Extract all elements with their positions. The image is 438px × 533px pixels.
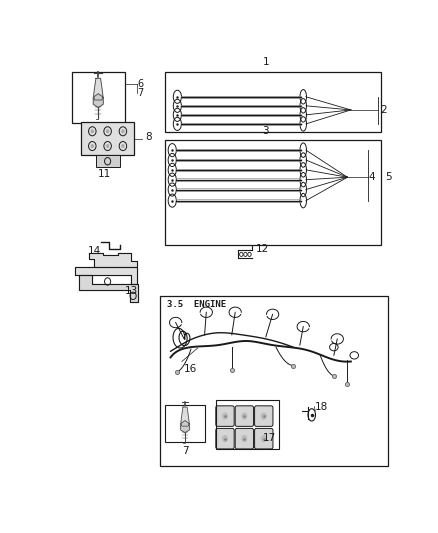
FancyBboxPatch shape	[254, 429, 272, 449]
Ellipse shape	[241, 413, 247, 420]
Ellipse shape	[121, 129, 124, 133]
Ellipse shape	[222, 413, 227, 420]
FancyBboxPatch shape	[235, 406, 253, 426]
Ellipse shape	[90, 144, 94, 148]
Bar	[160, 296, 387, 466]
Text: 8: 8	[145, 132, 151, 142]
Text: 11: 11	[97, 168, 110, 179]
Ellipse shape	[222, 435, 227, 442]
Text: 13: 13	[125, 286, 138, 296]
Text: 3: 3	[262, 126, 268, 136]
Ellipse shape	[241, 435, 247, 442]
Ellipse shape	[260, 413, 266, 420]
Text: 14: 14	[88, 246, 101, 256]
Text: 7: 7	[137, 88, 143, 98]
Polygon shape	[180, 421, 189, 433]
Bar	[72, 72, 124, 124]
Text: 3.5  ENGINE: 3.5 ENGINE	[167, 300, 226, 309]
Text: 16: 16	[183, 364, 196, 374]
Bar	[216, 400, 279, 449]
Bar	[165, 406, 204, 442]
Ellipse shape	[121, 144, 124, 148]
Ellipse shape	[106, 129, 109, 133]
Text: 2: 2	[379, 105, 385, 115]
Polygon shape	[93, 78, 102, 100]
Polygon shape	[78, 276, 138, 302]
Bar	[95, 155, 119, 167]
Text: 4: 4	[368, 172, 374, 182]
Bar	[165, 72, 381, 132]
Bar	[165, 140, 381, 245]
Ellipse shape	[260, 435, 266, 442]
FancyBboxPatch shape	[215, 429, 233, 449]
Polygon shape	[93, 94, 103, 108]
FancyBboxPatch shape	[215, 406, 233, 426]
Text: 17: 17	[262, 433, 275, 443]
Text: 7: 7	[181, 446, 188, 456]
Text: 18: 18	[314, 402, 328, 411]
Text: 6: 6	[137, 79, 143, 88]
FancyBboxPatch shape	[235, 429, 253, 449]
FancyBboxPatch shape	[254, 406, 272, 426]
Polygon shape	[75, 267, 136, 284]
Text: 12: 12	[255, 245, 268, 254]
Bar	[81, 122, 134, 155]
Ellipse shape	[106, 144, 109, 148]
Polygon shape	[180, 407, 189, 426]
Text: 5: 5	[385, 172, 391, 182]
Text: 1: 1	[262, 57, 268, 67]
Ellipse shape	[90, 129, 94, 133]
Polygon shape	[88, 253, 136, 267]
